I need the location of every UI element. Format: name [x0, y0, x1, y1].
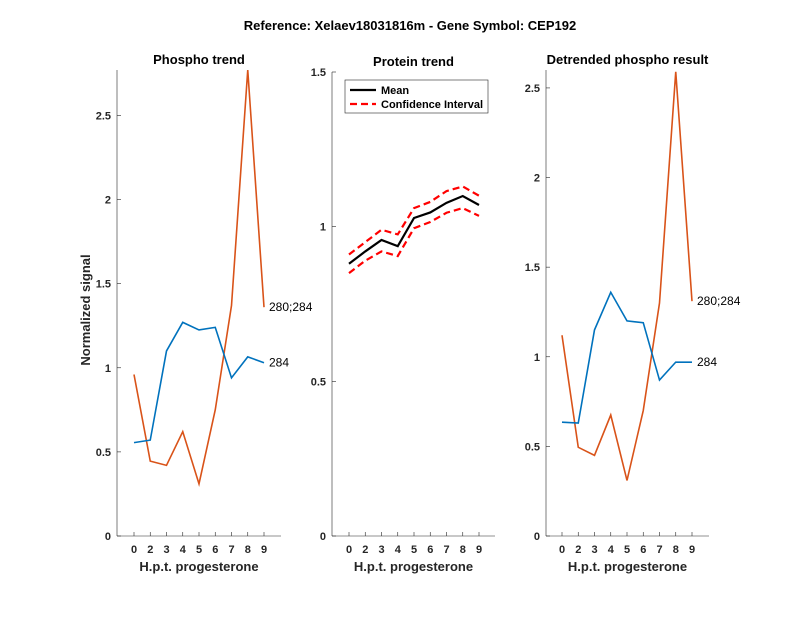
- y-tick-label: 0: [105, 531, 111, 543]
- y-tick-label: 2.5: [525, 83, 540, 95]
- x-tick-label: 7: [443, 544, 449, 556]
- y-tick-label: 2: [105, 195, 111, 207]
- legend-entry: Confidence Interval: [381, 99, 483, 111]
- x-tick-label: 9: [261, 544, 267, 556]
- y-tick-label: 0.5: [525, 441, 540, 453]
- subplot-title: Phospho trend: [153, 52, 245, 67]
- y-tick-label: 1: [534, 352, 540, 364]
- y-tick-label: 2.5: [96, 110, 111, 122]
- x-tick-label: 7: [228, 544, 234, 556]
- x-tick-label: 9: [476, 544, 482, 556]
- x-axis-label: H.p.t. progesterone: [139, 559, 258, 574]
- x-tick-label: 8: [460, 544, 466, 556]
- x-tick-label: 4: [180, 544, 187, 556]
- x-axis-label: H.p.t. progesterone: [354, 559, 473, 574]
- series-line-284: [561, 290, 692, 424]
- x-tick-label: 5: [196, 544, 202, 556]
- y-tick-label: 0.5: [96, 447, 111, 459]
- legend: Mean Confidence Interval: [344, 79, 489, 114]
- series-annotation: 284: [269, 356, 289, 370]
- x-tick-label: 4: [395, 544, 402, 556]
- y-tick-label: 1.5: [311, 67, 326, 79]
- x-tick-label: 5: [624, 544, 630, 556]
- y-tick-label: 0.5: [311, 376, 326, 388]
- figure-title: Reference: Xelaev18031816m - Gene Symbol…: [244, 18, 576, 33]
- x-tick-label: 3: [378, 544, 384, 556]
- y-tick-label: 0: [534, 531, 540, 543]
- y-tick-label: 1: [320, 222, 326, 234]
- x-tick-label: 6: [640, 544, 646, 556]
- series-line-mean: [348, 194, 480, 265]
- x-tick-label: 2: [575, 544, 581, 556]
- x-tick-label: 3: [591, 544, 597, 556]
- x-tick-label: 7: [656, 544, 662, 556]
- x-tick-label: 5: [411, 544, 417, 556]
- x-tick-label: 0: [559, 544, 565, 556]
- x-tick-label: 6: [212, 544, 218, 556]
- subplot-title: Protein trend: [373, 54, 454, 69]
- y-tick-label: 1.5: [525, 262, 540, 274]
- series-line-280-284: [561, 71, 693, 481]
- y-tick-label: 1.5: [96, 279, 111, 291]
- y-axis-label: Normalized signal: [78, 254, 93, 365]
- legend-box: [344, 79, 489, 114]
- x-tick-label: 8: [673, 544, 679, 556]
- y-tick-label: 0: [320, 531, 326, 543]
- x-tick-label: 9: [689, 544, 695, 556]
- subplot-title: Detrended phospho result: [547, 52, 709, 67]
- x-tick-label: 2: [362, 544, 368, 556]
- y-tick-label: 1: [105, 363, 111, 375]
- x-tick-label: 3: [163, 544, 169, 556]
- x-tick-label: 6: [427, 544, 433, 556]
- x-tick-label: 2: [147, 544, 153, 556]
- x-tick-label: 0: [131, 544, 137, 556]
- series-line-284: [133, 321, 265, 444]
- legend-entry: Mean: [381, 85, 409, 97]
- x-tick-label: 0: [346, 544, 352, 556]
- series-annotation: 280;284: [269, 300, 313, 314]
- series-annotation: 284: [697, 355, 717, 369]
- x-tick-label: 4: [608, 544, 615, 556]
- x-axis-label: H.p.t. progesterone: [568, 559, 687, 574]
- y-tick-label: 2: [534, 173, 540, 185]
- series-annotation: 280;284: [697, 294, 741, 308]
- x-tick-label: 8: [245, 544, 251, 556]
